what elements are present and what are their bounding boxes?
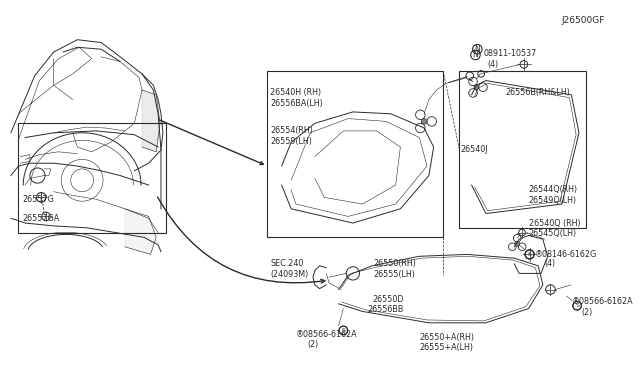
Text: 26555(LH): 26555(LH) [374,270,415,279]
Text: 26540H (RH): 26540H (RH) [270,89,321,97]
Text: 26550+A(RH): 26550+A(RH) [419,333,474,341]
Text: N: N [474,45,480,54]
Text: 26555+A(LH): 26555+A(LH) [419,343,474,352]
Circle shape [515,241,520,246]
Text: 26545Q(LH): 26545Q(LH) [529,229,577,238]
Polygon shape [142,90,160,152]
Text: S: S [575,303,579,308]
Bar [19,123,166,232]
Text: J26500GF: J26500GF [562,16,605,25]
Text: 26540J: 26540J [460,145,488,154]
Text: ®08566-6162A: ®08566-6162A [572,297,633,307]
Text: 08911-10537: 08911-10537 [484,48,537,58]
Text: ®08566-6162A: ®08566-6162A [296,330,358,339]
Text: (2): (2) [307,340,319,349]
Text: 26549Q(LH): 26549Q(LH) [529,196,577,205]
Text: 26556BA(LH): 26556BA(LH) [270,99,323,108]
Text: 26554(RH): 26554(RH) [270,126,313,135]
Text: 26550(RH): 26550(RH) [374,259,417,269]
Bar [460,71,586,228]
Circle shape [474,85,479,90]
Polygon shape [125,209,156,254]
Text: 26544Q(RH): 26544Q(RH) [529,185,578,194]
Text: (4): (4) [488,60,499,69]
Bar [268,71,443,237]
Text: 26550D: 26550D [372,295,403,304]
Text: N: N [472,50,478,60]
Text: (2): (2) [581,308,592,317]
Text: 26557GA: 26557GA [22,214,60,223]
Text: ®08146-6162G: ®08146-6162G [535,250,598,259]
Text: SEC.240: SEC.240 [270,259,303,269]
Circle shape [421,119,427,124]
Text: 26556BB: 26556BB [367,305,403,314]
Text: S: S [527,252,532,257]
Text: S: S [342,328,346,333]
Text: 26557G: 26557G [22,195,54,204]
Text: 26559(LH): 26559(LH) [270,137,312,146]
Text: (4): (4) [545,259,556,269]
Text: 26556B(RH&LH): 26556B(RH&LH) [505,89,570,97]
Text: 26540Q (RH): 26540Q (RH) [529,218,580,228]
Text: (24093M): (24093M) [270,270,308,279]
